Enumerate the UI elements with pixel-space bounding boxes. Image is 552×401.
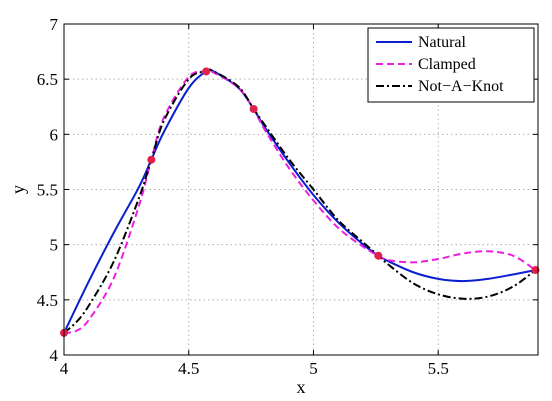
data-point [249,104,258,113]
data-point [374,251,383,260]
y-tick-label: 5 [50,236,59,255]
data-point [147,155,156,164]
y-axis-label: y [8,185,28,194]
legend-items: Natural Clamped Not−A−Knot [376,34,504,95]
y-tick-label: 4 [50,346,59,365]
x-axis-label: x [297,377,306,397]
x-tick-label: 4 [60,359,69,378]
x-tick-label: 5 [309,359,318,378]
series-line-0 [63,68,536,334]
x-tick-label: 4.5 [178,359,199,378]
legend-label-1: Clamped [418,56,476,73]
x-tick-label: 5.5 [428,359,449,378]
y-tick-label: 7 [50,15,59,34]
axis-ticks: 4 4.5 5 5.5 4 4.5 5 5.5 6 6.5 7 [37,15,538,378]
data-point [202,67,211,76]
legend-label-2: Not−A−Knot [418,78,504,95]
series-line-2 [63,68,537,334]
legend-label-0: Natural [418,34,467,51]
y-tick-label: 6 [50,125,59,144]
legend-box [367,27,535,103]
y-tick-label: 4.5 [37,291,58,310]
y-tick-label: 5.5 [37,181,58,200]
legend: Natural Clamped Not−A−Knot [367,27,535,103]
series-line-1 [63,69,537,334]
series-lines [63,68,537,334]
y-tick-label: 6.5 [37,70,58,89]
data-points [60,67,540,337]
